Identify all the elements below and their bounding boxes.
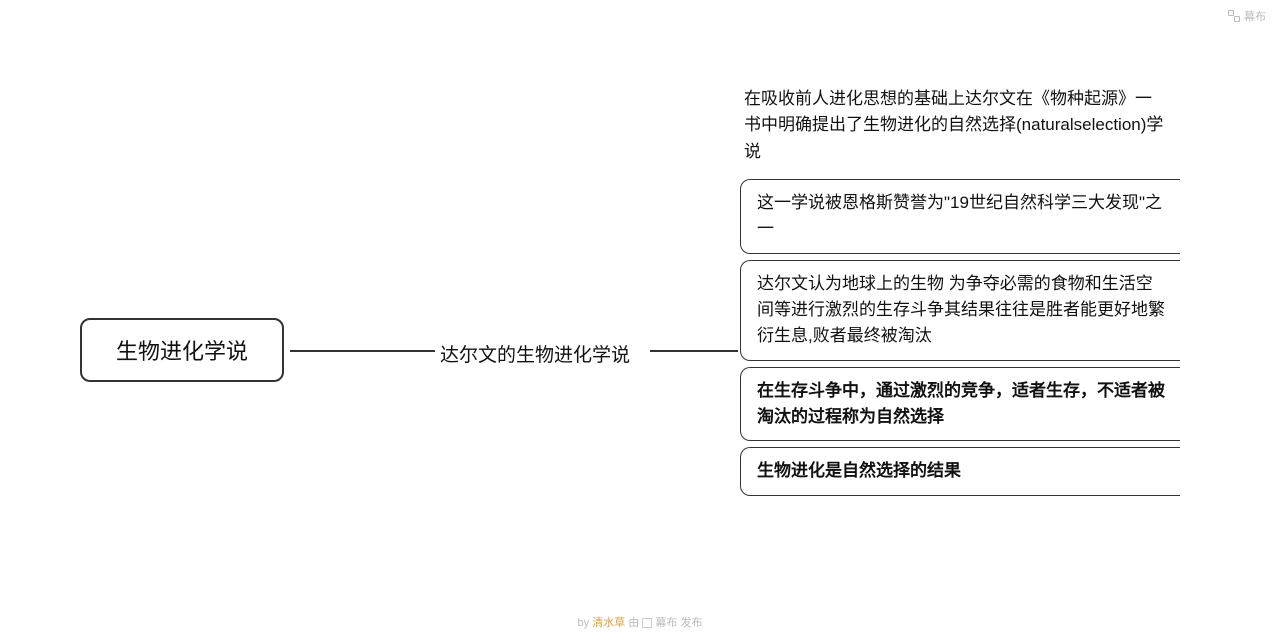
brand-icon [1228, 10, 1240, 22]
leaf-node: 这一学说被恩格斯赞誉为"19世纪自然科学三大发现"之一 [740, 179, 1180, 254]
leaf-group: 在吸收前人进化思想的基础上达尔文在《物种起源》一书中明确提出了生物进化的自然选择… [740, 86, 1180, 502]
connector-root-mid [290, 350, 435, 352]
root-label: 生物进化学说 [116, 339, 248, 364]
footer-attribution: by 清水草 由 幕布 发布 [0, 614, 1280, 630]
leaf-node: 生物进化是自然选择的结果 [740, 447, 1180, 495]
mid-node: 达尔文的生物进化学说 [440, 340, 630, 367]
brand-icon [642, 618, 652, 628]
leaf-node: 达尔文认为地球上的生物 为争夺必需的食物和生活空间等进行激烈的生存斗争其结果往往… [740, 260, 1180, 361]
watermark-top-right: 幕布 [1228, 8, 1266, 24]
mindmap-canvas: 幕布 生物进化学说 达尔文的生物进化学说 在吸收前人进化思想的基础上达尔文在《物… [0, 0, 1280, 640]
watermark-label: 幕布 [1244, 8, 1266, 24]
mid-label: 达尔文的生物进化学说 [440, 345, 630, 366]
leaf-node: 在生存斗争中，通过激烈的竞争，适者生存，不适者被淘汰的过程称为自然选择 [740, 367, 1180, 442]
connector-mid-leaves [650, 350, 738, 352]
root-node: 生物进化学说 [80, 318, 284, 382]
leaf-node: 在吸收前人进化思想的基础上达尔文在《物种起源》一书中明确提出了生物进化的自然选择… [740, 86, 1180, 173]
